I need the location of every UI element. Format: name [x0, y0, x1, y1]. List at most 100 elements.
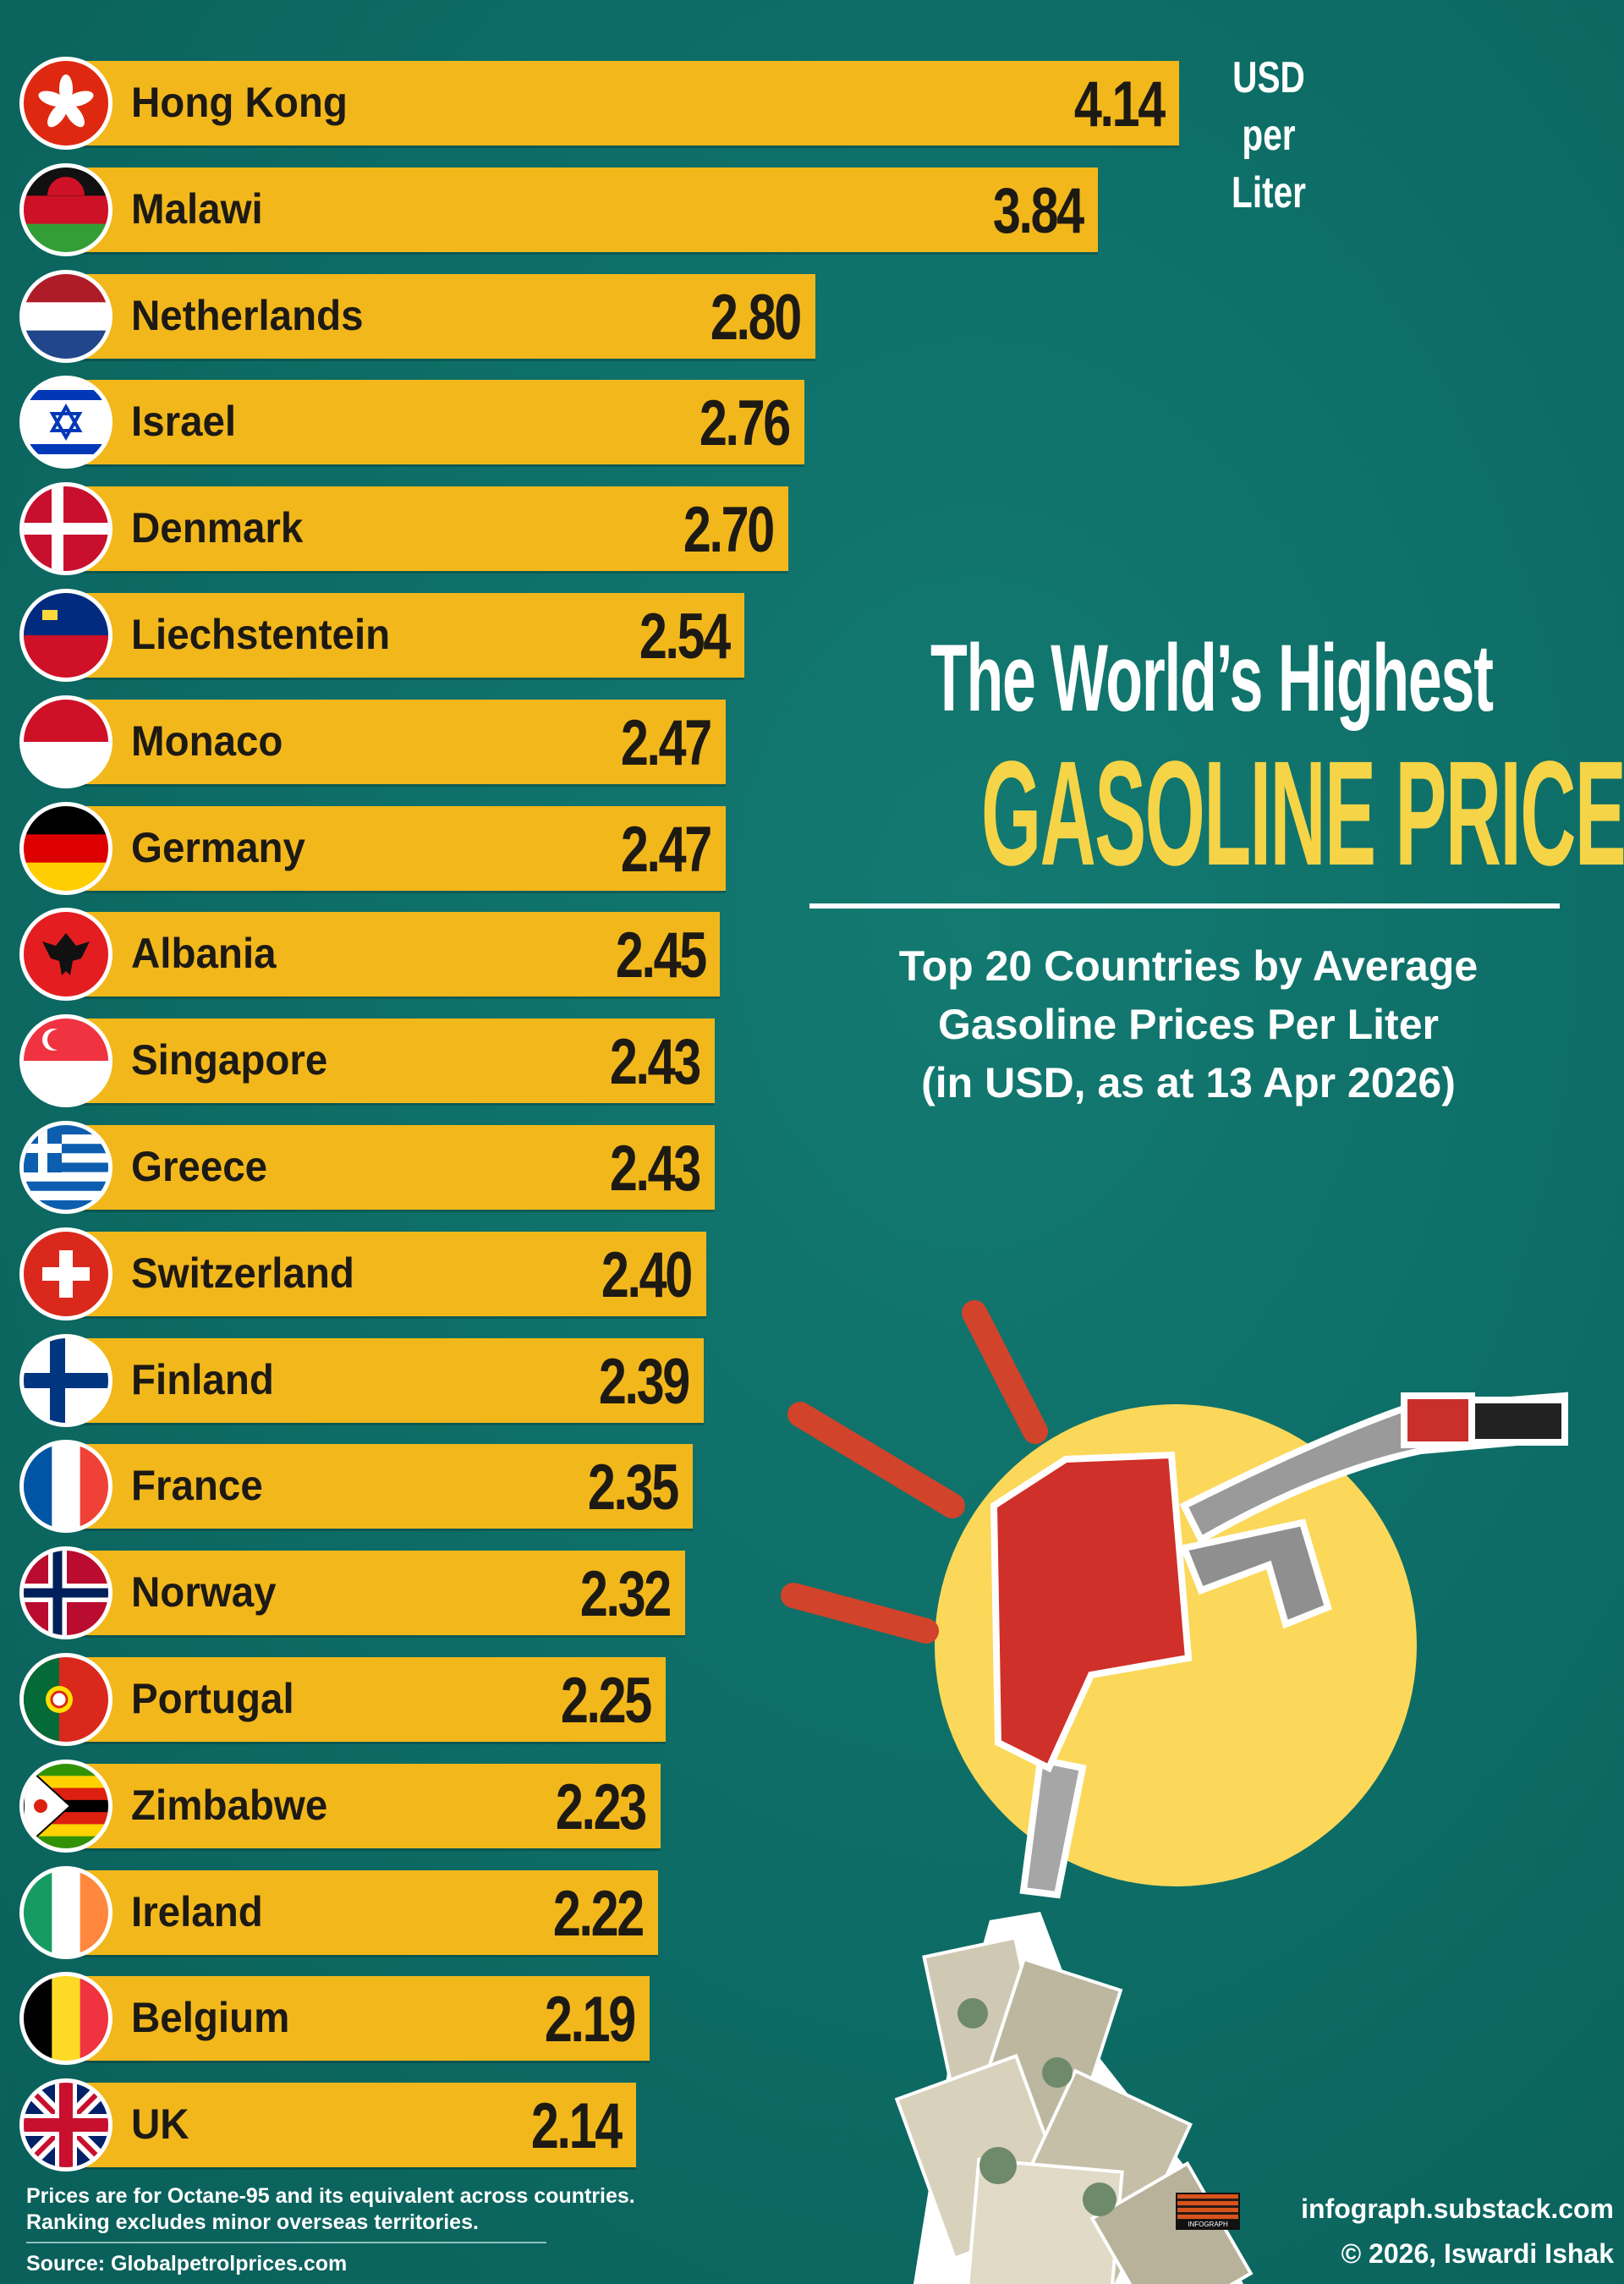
bar-germany: [66, 805, 726, 891]
bar-switzerland: [66, 1231, 707, 1316]
note-line-2: Ranking excludes minor overseas territor…: [26, 2210, 479, 2234]
bar-norway: [66, 1551, 685, 1636]
flag-monaco-icon: [19, 695, 112, 788]
flag-denmark-icon: [19, 482, 112, 576]
bar-zimbabwe: [66, 1763, 661, 1848]
bar-row-liechstentein: Liechstentein 2.54: [0, 589, 1624, 682]
flag-greece-icon: [19, 1121, 112, 1214]
unit-line-2: Liter: [1232, 168, 1306, 217]
country-label: Israel: [131, 398, 237, 446]
flag-hong-kong-icon: [19, 57, 112, 150]
country-label: Monaco: [131, 716, 283, 765]
flag-zimbabwe-icon: [19, 1759, 112, 1853]
bar-france: [66, 1444, 694, 1529]
bar-row-uk: UK 2.14: [0, 2078, 1624, 2172]
bar-row-greece: Greece 2.43: [0, 1121, 1624, 1214]
infograph-logo: INFOGRAPH: [1176, 2193, 1240, 2230]
bar-belgium: [66, 1976, 650, 2062]
flag-germany-icon: [19, 801, 112, 895]
country-label: Malawi: [131, 184, 263, 233]
country-label: UK: [131, 2100, 189, 2149]
bar-row-zimbabwe: Zimbabwe 2.23: [0, 1759, 1624, 1853]
value-label: 2.54: [639, 601, 731, 673]
bar-row-denmark: Denmark 2.70: [0, 482, 1624, 576]
country-label: Hong Kong: [131, 79, 348, 126]
value-label: 2.76: [699, 387, 791, 460]
title-line-2: GASOLINE PRICES: [981, 731, 1624, 897]
bar-row-monaco: Monaco 2.47: [0, 695, 1624, 788]
flag-israel-icon: [19, 376, 112, 469]
country-label: Ireland: [131, 1887, 263, 1935]
title-line-1: The World’s Highest: [930, 625, 1494, 731]
value-label: 2.43: [610, 1026, 701, 1099]
value-label: 2.43: [610, 1133, 701, 1205]
value-label: 3.84: [992, 174, 1084, 247]
value-label: 4.14: [1073, 69, 1166, 140]
bar-row-switzerland: Switzerland 2.40: [0, 1227, 1624, 1320]
bar-row-finland: Finland 2.39: [0, 1333, 1624, 1427]
country-label: Denmark: [131, 504, 304, 552]
bar-row-netherlands: Netherlands 2.80: [0, 269, 1624, 363]
bar-row-france: France 2.35: [0, 1440, 1624, 1534]
bar-row-belgium: Belgium 2.19: [0, 1972, 1624, 2066]
country-label: Albania: [131, 930, 277, 978]
flag-belgium-icon: [19, 1972, 112, 2066]
bar-row-malawi: Malawi 3.84: [0, 162, 1624, 256]
bar-row-ireland: Ireland 2.22: [0, 1865, 1624, 1959]
value-label: 2.40: [601, 1238, 693, 1311]
country-label: Singapore: [131, 1036, 328, 1084]
note-line-1: Prices are for Octane-95 and its equival…: [26, 2184, 635, 2208]
country-label: Norway: [131, 1568, 277, 1617]
value-label: 2.14: [530, 2090, 623, 2163]
unit-line-1: USD per: [1232, 53, 1305, 160]
source-text: Source: Globalpetrolprices.com: [26, 2252, 348, 2276]
value-label: 2.39: [599, 1345, 690, 1418]
country-label: Greece: [131, 1143, 268, 1190]
value-label: 2.19: [544, 1984, 636, 2056]
country-label: Zimbabwe: [131, 1781, 328, 1829]
bar-row-singapore: Singapore 2.43: [0, 1014, 1624, 1108]
country-label: Belgium: [131, 1994, 290, 2042]
country-label: Netherlands: [131, 291, 364, 339]
bar-netherlands: [66, 273, 815, 359]
country-label: Portugal: [131, 1675, 294, 1722]
flag-finland-icon: [19, 1333, 112, 1427]
value-label: 2.35: [588, 1452, 679, 1524]
logo-text: INFOGRAPH: [1177, 2220, 1238, 2230]
bar-greece: [66, 1125, 716, 1210]
bar-israel: [66, 380, 804, 465]
flag-france-icon: [19, 1440, 112, 1534]
bar-denmark: [66, 486, 788, 572]
bar-albania: [66, 912, 721, 997]
value-label: 2.47: [620, 813, 712, 886]
value-label: 2.22: [552, 1877, 645, 1950]
value-label: 2.80: [710, 281, 802, 354]
country-label: Finland: [131, 1355, 274, 1403]
value-label: 2.45: [615, 920, 706, 992]
subtitle-line-1: Top 20 Countries by Average: [898, 942, 1479, 990]
value-label: 2.32: [579, 1558, 672, 1631]
flag-portugal-icon: [19, 1653, 112, 1746]
bar-row-albania: Albania 2.45: [0, 908, 1624, 1002]
bar-malawi: [66, 167, 1098, 252]
burst-rays: [781, 1300, 1048, 1644]
bar-finland: [66, 1337, 705, 1423]
value-label: 2.47: [620, 706, 712, 779]
subtitle-line-3: (in USD, as at 13 Apr 2026): [921, 1059, 1456, 1106]
value-label: 2.25: [561, 1665, 652, 1737]
country-label: Germany: [131, 823, 305, 871]
copyright: © 2026, Iswardi Ishak: [1341, 2238, 1614, 2269]
value-label: 2.23: [555, 1771, 647, 1843]
bar-row-norway: Norway 2.32: [0, 1546, 1624, 1640]
bar-singapore: [66, 1018, 716, 1104]
website-link[interactable]: infograph.substack.com: [1301, 2193, 1614, 2224]
flag-albania-icon: [19, 908, 112, 1002]
bar-ireland: [66, 1869, 658, 1955]
value-label: 2.70: [683, 494, 775, 567]
bar-portugal: [66, 1657, 667, 1742]
title-divider: [809, 903, 1560, 909]
money-pile-icon: [894, 1912, 1254, 2284]
country-label: France: [131, 1462, 263, 1510]
flag-singapore-icon: [19, 1014, 112, 1108]
